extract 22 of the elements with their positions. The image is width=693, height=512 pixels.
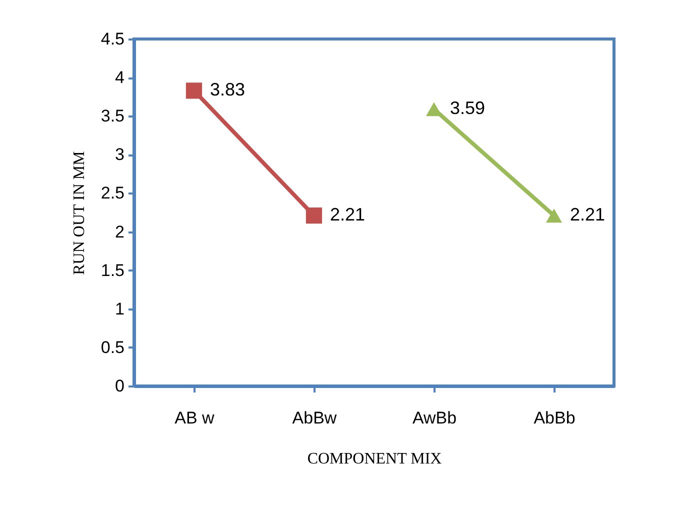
y-tick-label: 3 (115, 145, 124, 164)
y-tick-label: 4 (115, 68, 124, 88)
data-label: 2.21 (570, 204, 606, 225)
data-label: 2.21 (330, 204, 366, 225)
y-axis-title: RUN OUT IN MM (70, 151, 88, 275)
point (306, 208, 322, 224)
x-tick-label: AwBb (412, 408, 457, 428)
point (186, 82, 202, 99)
y-tick-label: 0.5 (100, 338, 124, 357)
y-tick-label: 2 (115, 222, 124, 242)
x-axis-title: COMPONENT MIX (307, 450, 442, 468)
x-tick-label: AbBb (534, 408, 576, 428)
x-tick-label: AbBw (292, 408, 338, 428)
y-tick-label: 2.5 (100, 184, 124, 203)
y-tick-label: 1 (115, 299, 124, 318)
data-label: 3.59 (450, 98, 486, 118)
y-tick-label: 0 (115, 376, 124, 396)
data-label: 3.83 (210, 80, 246, 100)
y-tick-label: 1.5 (100, 260, 124, 280)
x-tick-label: AB w (174, 408, 216, 428)
y-tick-label: 3.5 (100, 106, 124, 126)
y-tick-label: 4.5 (100, 30, 124, 48)
